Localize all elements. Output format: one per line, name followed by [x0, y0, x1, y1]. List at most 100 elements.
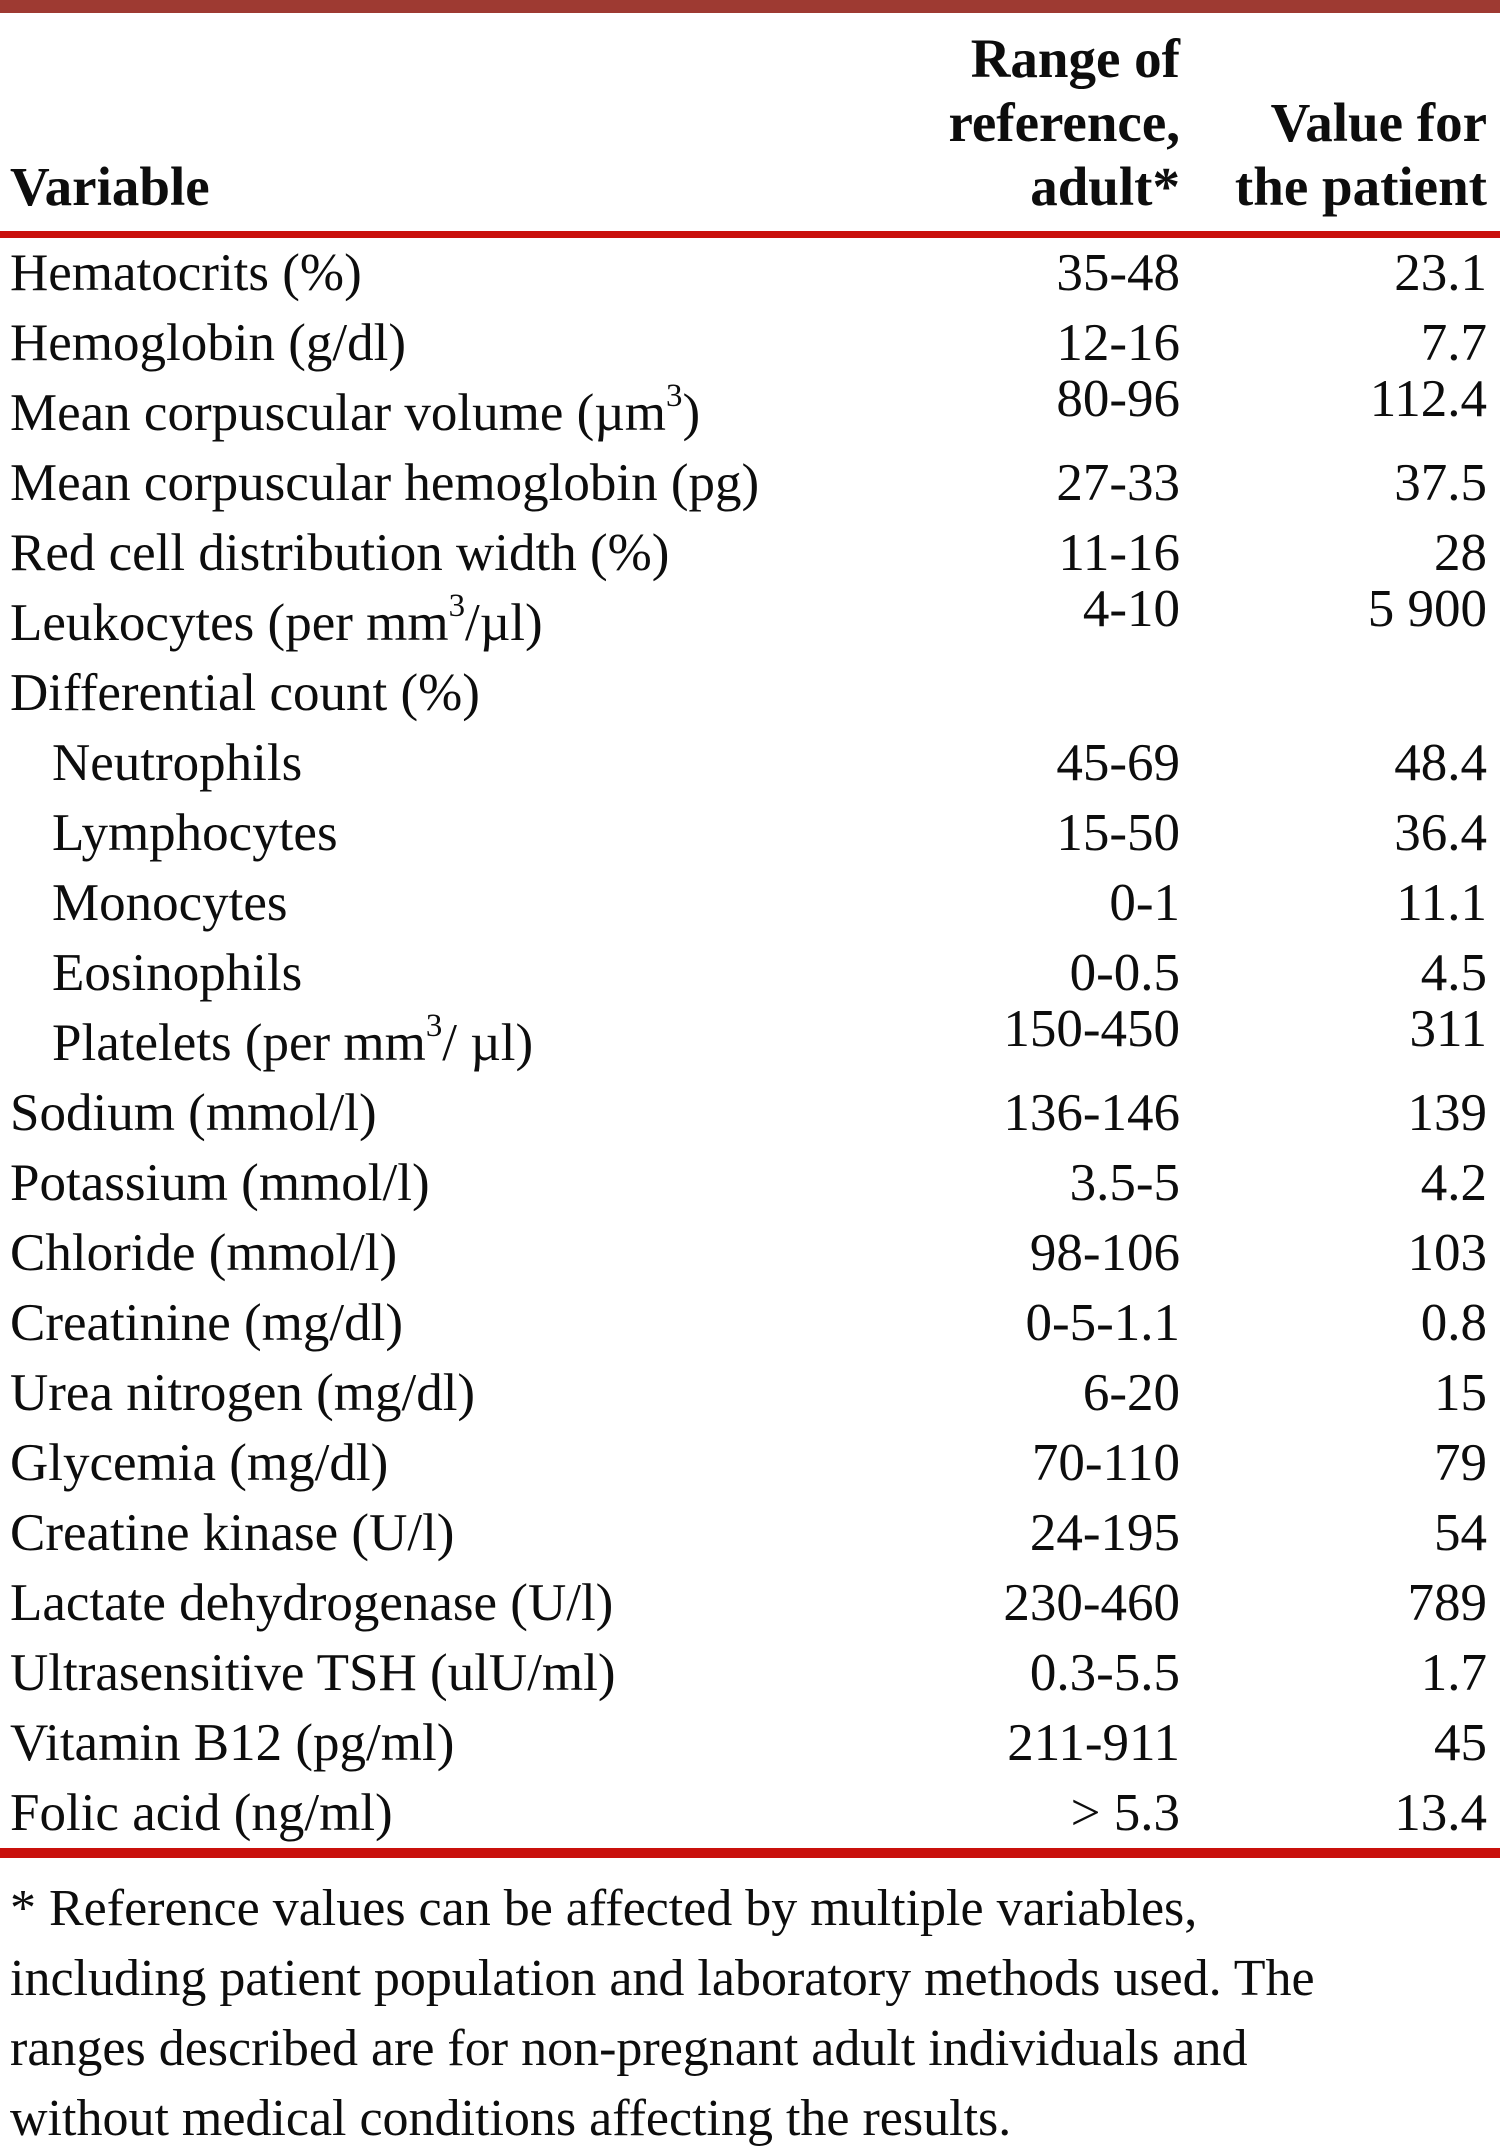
footnote: * Reference values can be affected by mu…	[10, 1880, 1315, 2147]
reference-range-cell: 0-0.5	[1069, 944, 1180, 1002]
top-accent-bar	[0, 0, 1500, 13]
patient-value-cell: 48.4	[1394, 734, 1487, 792]
reference-range-cell: 150-450	[1003, 1000, 1180, 1058]
reference-range-cell: 98-106	[1029, 1224, 1180, 1282]
variable-cell: Leukocytes (per mm3/µl)	[10, 588, 543, 652]
table-body: Hematocrits (%) 35-48 23.1 Hemoglobin (g/dl…	[0, 235, 1500, 1858]
variable-cell: Mean corpuscular volume (µm3)	[10, 378, 701, 442]
header-row: Variable Range of reference, adult* Valu…	[0, 13, 1500, 238]
reference-range-cell: 3.5-5	[1069, 1154, 1180, 1212]
variable-cell: Hematocrits (%)	[10, 244, 362, 302]
table-row: Eosinophils 0-0.5 4.5	[0, 938, 1500, 1008]
variable-cell: Differential count (%)	[10, 664, 480, 722]
patient-value-cell: 0.8	[1420, 1294, 1487, 1352]
patient-value-cell: 1.7	[1420, 1644, 1487, 1702]
variable-cell: Glycemia (mg/dl)	[10, 1434, 389, 1492]
reference-range-cell: 0.3-5.5	[1029, 1644, 1180, 1702]
patient-value-cell: 23.1	[1394, 244, 1487, 302]
variable-cell: Red cell distribution width (%)	[10, 524, 670, 582]
table-row: Sodium (mmol/l) 136-146 139	[0, 1078, 1500, 1148]
patient-value-cell: 789	[1407, 1574, 1488, 1632]
patient-value-cell: 36.4	[1394, 804, 1487, 862]
reference-range-cell: 15-50	[1056, 804, 1180, 862]
table-header: Variable Range of reference, adult* Valu…	[0, 13, 1500, 238]
table-row: Glycemia (mg/dl) 70-110 79	[0, 1428, 1500, 1498]
reference-range-cell: 70-110	[1031, 1434, 1180, 1492]
patient-value-cell: 7.7	[1420, 314, 1487, 372]
table-row: Creatinine (mg/dl) 0-5-1.1 0.8	[0, 1288, 1500, 1358]
table-row: Platelets (per mm3/ µl) 150-450 311	[0, 1000, 1500, 1078]
variable-cell: Mean corpuscular hemoglobin (pg)	[10, 454, 760, 512]
reference-range-cell: > 5.3	[850, 1778, 1180, 1858]
patient-value-cell: 4.5	[1420, 944, 1487, 1002]
table-row: Red cell distribution width (%) 11-16 28	[0, 518, 1500, 588]
patient-value-cell: 139	[1407, 1084, 1488, 1142]
patient-value-cell: 112.4	[1369, 370, 1487, 428]
patient-value-cell	[1180, 658, 1500, 728]
reference-range-cell: 230-460	[1003, 1574, 1180, 1632]
table-row: Urea nitrogen (mg/dl) 6-20 15	[0, 1358, 1500, 1428]
variable-cell: Creatinine (mg/dl)	[10, 1294, 403, 1352]
table-row: Chloride (mmol/l) 98-106 103	[0, 1218, 1500, 1288]
patient-value-cell: 45	[1434, 1714, 1487, 1772]
variable-cell: Eosinophils	[52, 944, 303, 1002]
patient-value-cell: 11.1	[1396, 874, 1487, 932]
variable-cell: Hemoglobin (g/dl)	[10, 314, 406, 372]
patient-value-cell: 79	[1434, 1434, 1487, 1492]
reference-range-cell: 11-16	[1058, 524, 1180, 582]
column-header-variable: Variable	[0, 13, 850, 238]
patient-value-cell: 5 900	[1367, 580, 1487, 638]
variable-cell: Sodium (mmol/l)	[10, 1084, 377, 1142]
reference-range-cell: 12-16	[1056, 314, 1180, 372]
variable-cell: Urea nitrogen (mg/dl)	[10, 1364, 476, 1422]
column-header-reference-range: Range of reference, adult*	[850, 13, 1180, 238]
reference-range-cell: 4-10	[1082, 580, 1180, 638]
reference-range-cell: 35-48	[1056, 244, 1180, 302]
variable-cell: Creatine kinase (U/l)	[10, 1504, 455, 1562]
reference-range-cell: 211-911	[1007, 1714, 1180, 1772]
table-row: Differential count (%)	[0, 658, 1500, 728]
column-header-patient-value: Value for the patient	[1180, 13, 1500, 238]
table-row: Folic acid (ng/ml) > 5.3 13.4	[0, 1778, 1500, 1858]
variable-cell: Vitamin B12 (pg/ml)	[10, 1714, 455, 1772]
reference-range-cell: 136-146	[1003, 1084, 1180, 1142]
patient-value-cell: 4.2	[1420, 1154, 1487, 1212]
variable-cell: Folic acid (ng/ml)	[0, 1778, 850, 1858]
reference-range-cell: 24-195	[1029, 1504, 1180, 1562]
table-row: Neutrophils 45-69 48.4	[0, 728, 1500, 798]
reference-range-cell: 27-33	[1056, 454, 1180, 512]
patient-value-cell: 28	[1434, 524, 1487, 582]
reference-range-cell: 80-96	[1056, 370, 1180, 428]
patient-value-cell: 15	[1434, 1364, 1487, 1422]
table-row: Lymphocytes 15-50 36.4	[0, 798, 1500, 868]
table-row: Monocytes 0-1 11.1	[0, 868, 1500, 938]
variable-cell: Lactate dehydrogenase (U/l)	[10, 1574, 614, 1632]
patient-value-cell: 37.5	[1394, 454, 1487, 512]
variable-cell: Ultrasensitive TSH (ulU/ml)	[10, 1644, 616, 1702]
variable-cell: Lymphocytes	[52, 804, 338, 862]
variable-cell: Chloride (mmol/l)	[10, 1224, 398, 1282]
table-row: Vitamin B12 (pg/ml) 211-911 45	[0, 1708, 1500, 1778]
reference-range-cell: 6-20	[1082, 1364, 1180, 1422]
variable-cell: Platelets (per mm3/ µl)	[52, 1008, 534, 1072]
table-row: Creatine kinase (U/l) 24-195 54	[0, 1498, 1500, 1568]
table-row: Lactate dehydrogenase (U/l) 230-460 789	[0, 1568, 1500, 1638]
reference-range-cell	[850, 658, 1180, 728]
table-row: Hematocrits (%) 35-48 23.1	[0, 235, 1500, 309]
lab-values-table: Variable Range of reference, adult* Valu…	[0, 13, 1500, 1858]
patient-value-cell: 13.4	[1180, 1778, 1500, 1858]
table-row: Mean corpuscular hemoglobin (pg) 27-33 37.…	[0, 448, 1500, 518]
table-row: Potassium (mmol/l) 3.5-5 4.2	[0, 1148, 1500, 1218]
reference-range-cell: 0-5-1.1	[1025, 1294, 1180, 1352]
reference-range-cell: 45-69	[1056, 734, 1180, 792]
patient-value-cell: 311	[1409, 1000, 1487, 1058]
variable-cell: Potassium (mmol/l)	[10, 1154, 430, 1212]
variable-cell: Neutrophils	[52, 734, 303, 792]
patient-value-cell: 54	[1434, 1504, 1487, 1562]
reference-range-cell: 0-1	[1109, 874, 1180, 932]
table-row: Mean corpuscular volume (µm3) 80-96 112.4	[0, 370, 1500, 448]
variable-cell: Monocytes	[52, 874, 288, 932]
table-row: Ultrasensitive TSH (ulU/ml) 0.3-5.5 1.7	[0, 1638, 1500, 1708]
table-row: Leukocytes (per mm3/µl) 4-10 5 900	[0, 580, 1500, 658]
table-row: Hemoglobin (g/dl) 12-16 7.7	[0, 308, 1500, 378]
